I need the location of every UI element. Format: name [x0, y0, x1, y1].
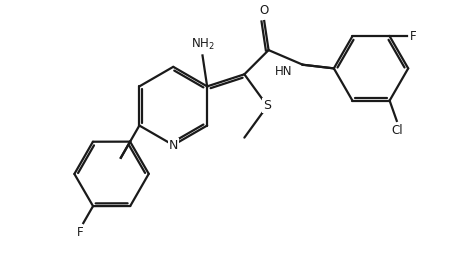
Text: HN: HN — [274, 65, 292, 78]
Text: NH$_2$: NH$_2$ — [190, 37, 214, 52]
Text: S: S — [263, 99, 271, 112]
Text: F: F — [77, 226, 84, 239]
Text: O: O — [259, 4, 268, 17]
Text: F: F — [409, 30, 416, 43]
Text: N: N — [168, 139, 178, 152]
Text: Cl: Cl — [390, 124, 402, 137]
